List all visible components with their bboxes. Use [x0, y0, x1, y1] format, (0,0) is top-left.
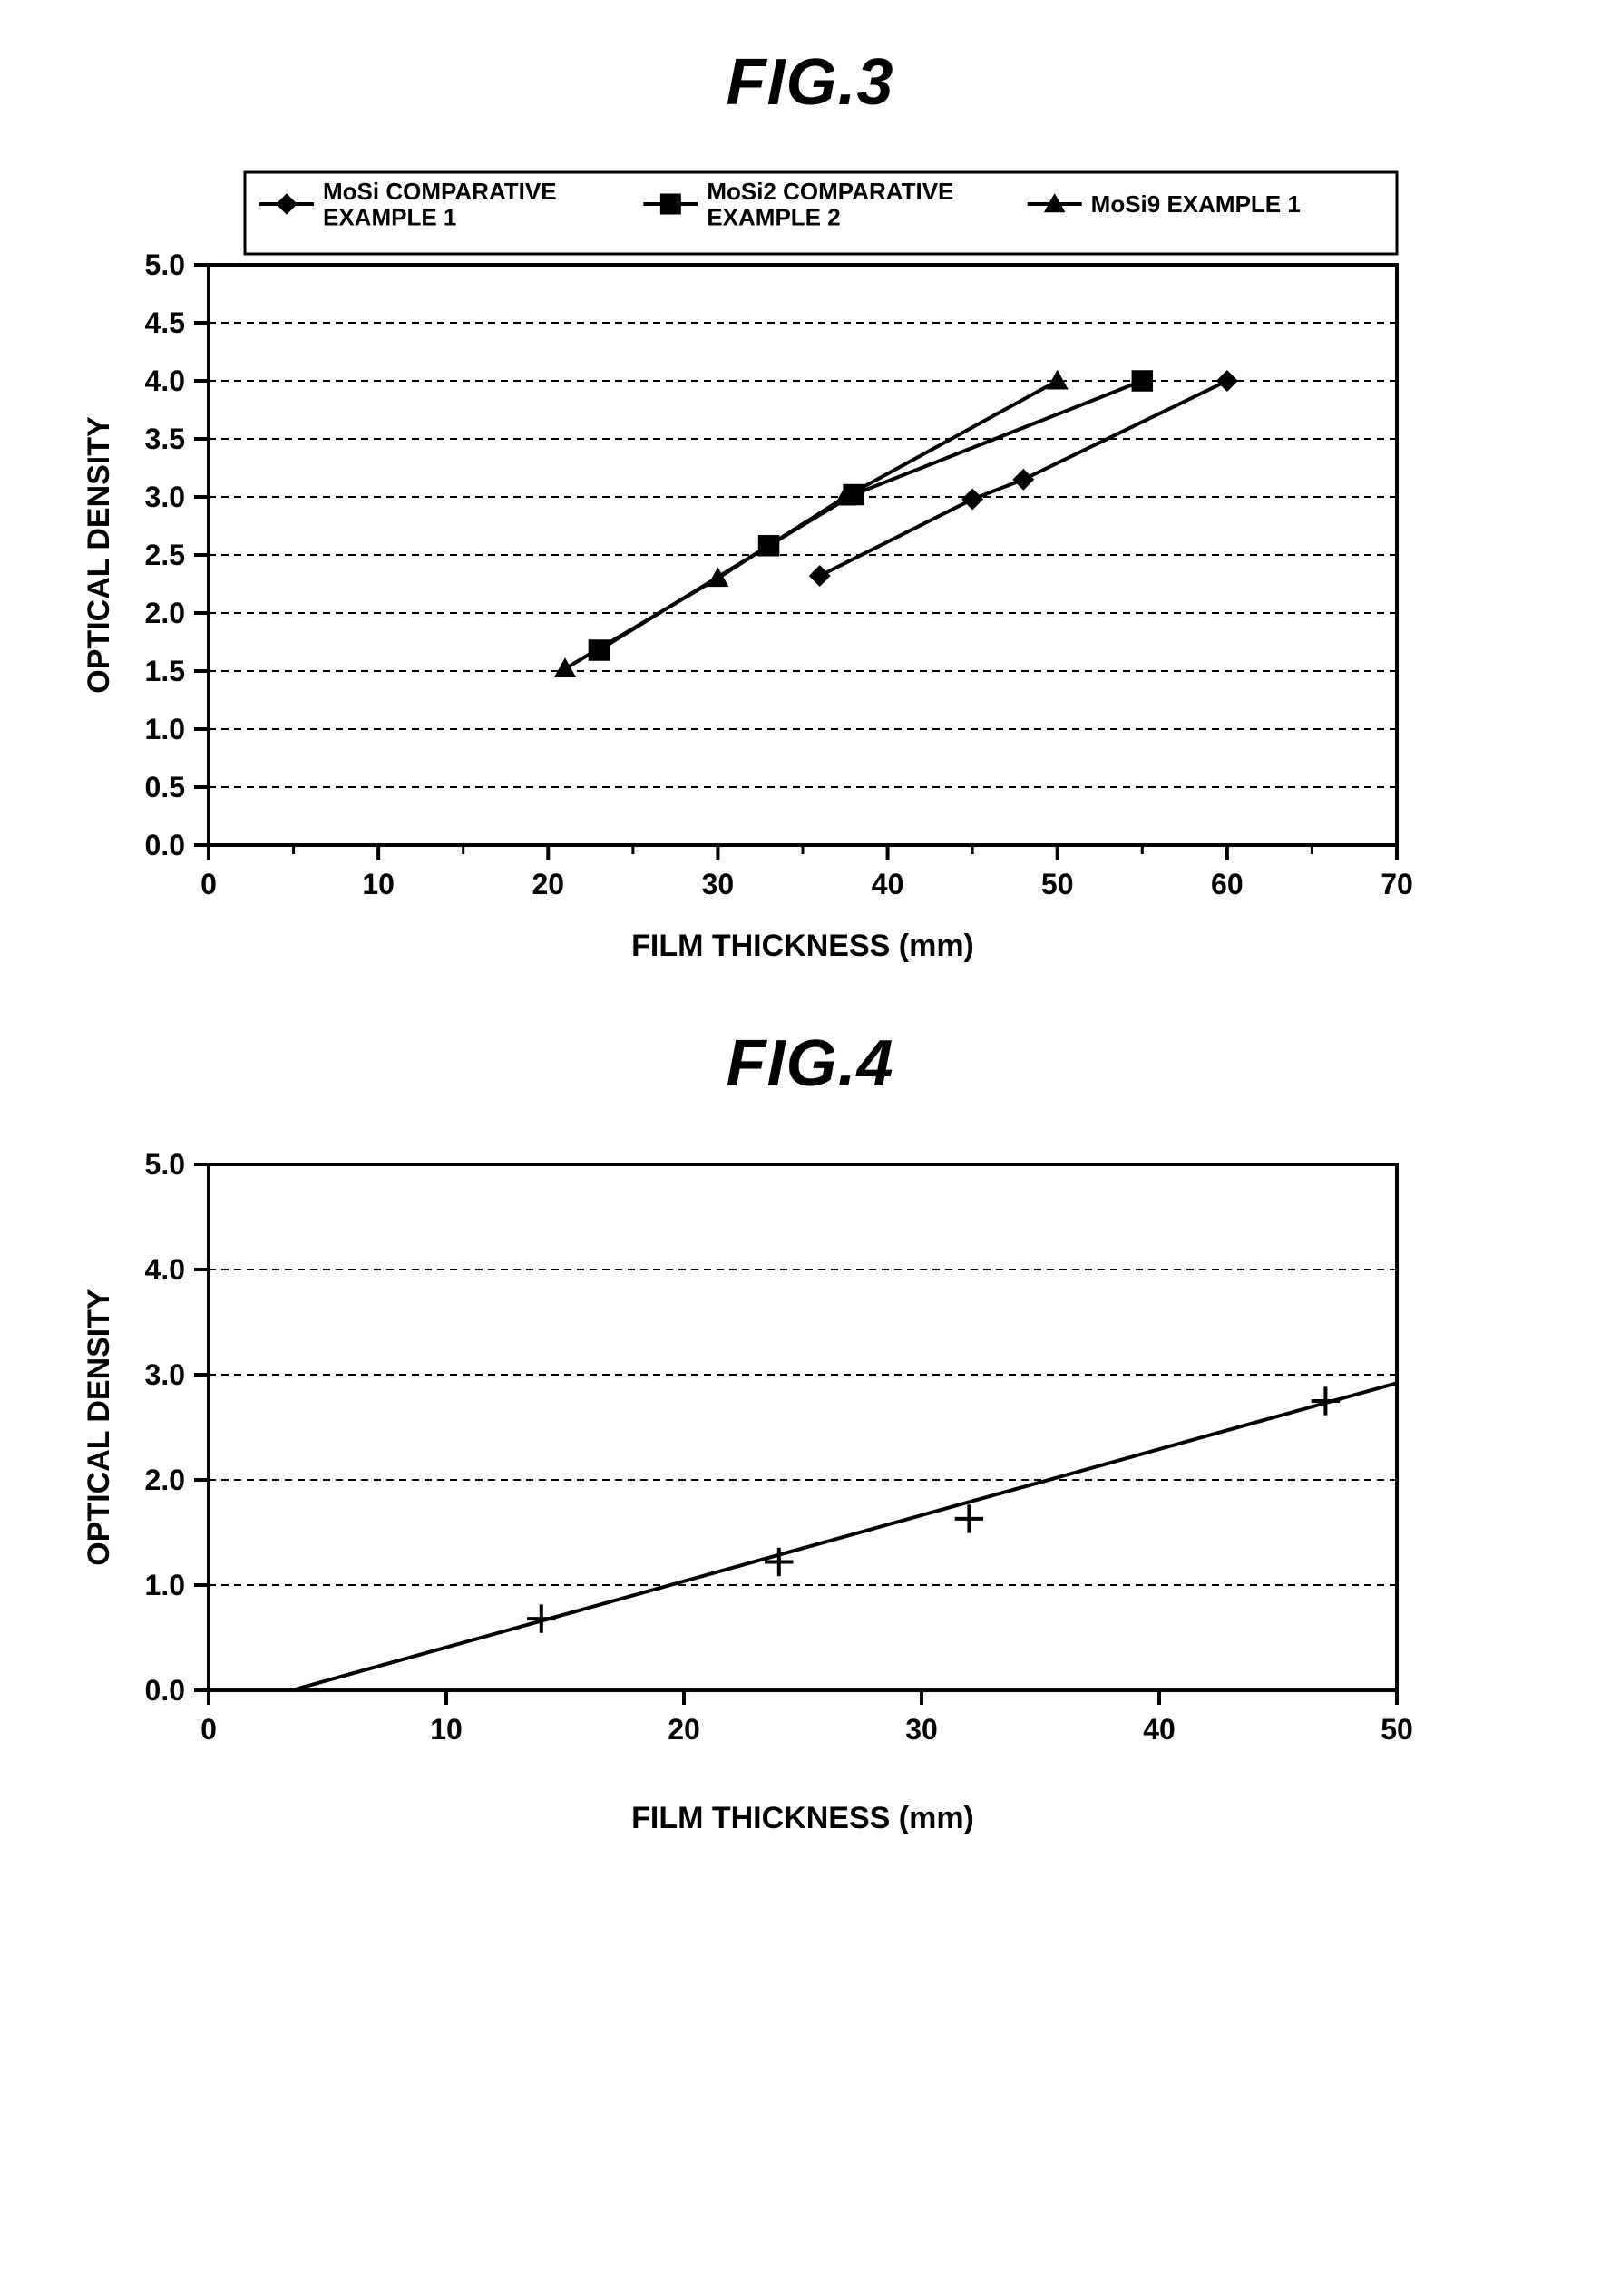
- svg-text:4.0: 4.0: [145, 365, 185, 397]
- svg-text:0.5: 0.5: [145, 771, 185, 803]
- svg-text:4.5: 4.5: [145, 306, 185, 339]
- svg-text:2.0: 2.0: [145, 1464, 185, 1496]
- svg-text:EXAMPLE 2: EXAMPLE 2: [707, 203, 840, 230]
- svg-text:30: 30: [702, 868, 735, 900]
- svg-text:70: 70: [1381, 868, 1413, 900]
- fig3-chart: 0.0 0.5 1.0 1.5 2.0 2.5 3.0 3.5 4.0 4.5 5.0 0 10 20 30…: [27, 156, 1593, 972]
- svg-text:40: 40: [872, 868, 904, 900]
- legend-label: MoSi9 EXAMPLE 1: [1091, 190, 1301, 218]
- svg-text:OPTICAL DENSITY: OPTICAL DENSITY: [82, 416, 116, 694]
- fig4-chart: 0.0 1.0 2.0 3.0 4.0 5.0 0 10 20 30 40 50 FILM THICKN…: [27, 1137, 1593, 1844]
- svg-text:20: 20: [532, 868, 564, 900]
- svg-text:50: 50: [1041, 868, 1074, 900]
- svg-text:FILM THICKNESS (mm): FILM THICKNESS (mm): [631, 1801, 974, 1835]
- svg-text:0.0: 0.0: [145, 1674, 185, 1707]
- svg-text:3.5: 3.5: [145, 423, 185, 455]
- svg-text:0: 0: [200, 868, 217, 900]
- svg-text:1.5: 1.5: [145, 655, 185, 687]
- svg-text:10: 10: [362, 868, 395, 900]
- svg-text:5.0: 5.0: [145, 248, 185, 281]
- svg-text:5.0: 5.0: [145, 1148, 185, 1181]
- svg-text:30: 30: [905, 1713, 938, 1746]
- legend-label: MoSi2 COMPARATIVE: [707, 178, 953, 205]
- svg-text:2.5: 2.5: [145, 539, 185, 571]
- svg-text:10: 10: [430, 1713, 463, 1746]
- svg-text:3.0: 3.0: [145, 481, 185, 513]
- svg-text:3.0: 3.0: [145, 1358, 185, 1391]
- svg-text:40: 40: [1143, 1713, 1176, 1746]
- svg-text:50: 50: [1381, 1713, 1413, 1746]
- svg-text:0: 0: [200, 1713, 217, 1746]
- svg-text:OPTICAL DENSITY: OPTICAL DENSITY: [82, 1289, 116, 1566]
- fig4-title: FIG.4: [27, 1026, 1593, 1101]
- svg-text:60: 60: [1211, 868, 1244, 900]
- svg-text:0.0: 0.0: [145, 829, 185, 861]
- svg-text:4.0: 4.0: [145, 1253, 185, 1286]
- fig3-title: FIG.3: [27, 45, 1593, 120]
- svg-text:20: 20: [668, 1713, 700, 1746]
- svg-text:EXAMPLE 1: EXAMPLE 1: [323, 203, 456, 230]
- legend-label: MoSi COMPARATIVE: [323, 178, 557, 205]
- svg-text:1.0: 1.0: [145, 713, 185, 745]
- svg-text:2.0: 2.0: [145, 597, 185, 629]
- svg-text:FILM THICKNESS (mm): FILM THICKNESS (mm): [631, 929, 974, 963]
- svg-text:1.0: 1.0: [145, 1569, 185, 1601]
